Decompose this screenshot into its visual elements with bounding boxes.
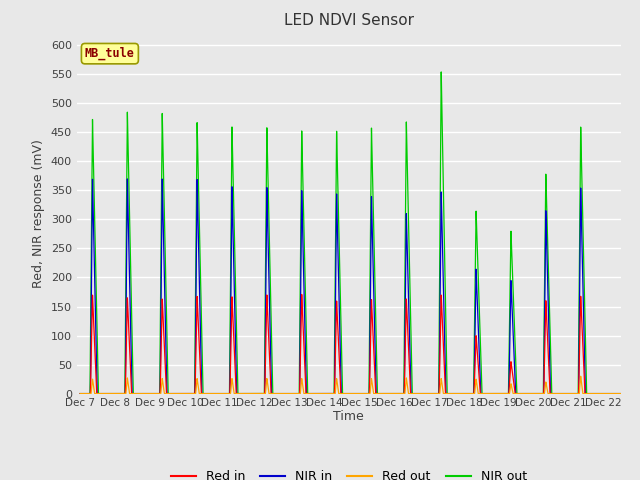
Legend: Red in, NIR in, Red out, NIR out: Red in, NIR in, Red out, NIR out — [166, 465, 532, 480]
Y-axis label: Red, NIR response (mV): Red, NIR response (mV) — [32, 139, 45, 288]
Title: LED NDVI Sensor: LED NDVI Sensor — [284, 13, 414, 28]
Text: MB_tule: MB_tule — [85, 47, 135, 60]
X-axis label: Time: Time — [333, 410, 364, 423]
